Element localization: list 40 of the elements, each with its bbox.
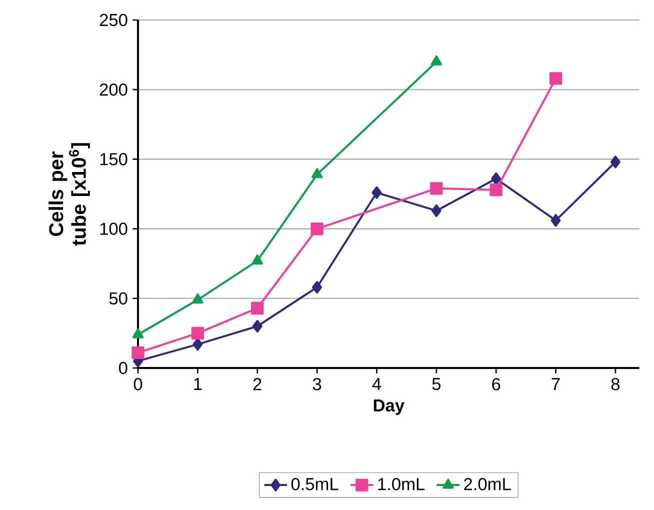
- x-tick-label: 0: [134, 378, 142, 390]
- x-tick-label: 6: [492, 378, 500, 390]
- legend-label: 2.0mL: [464, 478, 511, 490]
- point: [372, 186, 382, 199]
- point: [310, 222, 324, 236]
- point: [312, 280, 322, 294]
- x-tick-label: 2: [253, 378, 262, 390]
- point: [192, 293, 204, 304]
- point: [191, 326, 204, 340]
- point: [251, 302, 264, 314]
- point: [550, 214, 561, 227]
- point: [430, 182, 443, 195]
- y-tick-label: 0: [118, 362, 128, 374]
- point: [549, 72, 562, 85]
- point: [311, 168, 323, 178]
- point: [431, 204, 442, 218]
- y-tick-label: 250: [100, 14, 128, 26]
- y-axis-title: Cells per tube [x10$^{6}$]: [48, 143, 90, 246]
- point: [491, 172, 502, 186]
- point: [132, 346, 144, 360]
- point: [252, 320, 262, 333]
- x-tick-label: 1: [194, 378, 202, 390]
- point: [192, 338, 203, 351]
- point: [252, 254, 263, 264]
- x-tick-label: 4: [372, 378, 382, 390]
- x-tick-label: 8: [611, 378, 620, 390]
- x-tick-label: 5: [432, 378, 440, 390]
- y-tick-label: 100: [100, 222, 128, 235]
- x-axis-title: Day: [374, 399, 404, 415]
- x-tick-label: 7: [552, 378, 560, 390]
- legend-label: 0.5mL: [291, 478, 338, 490]
- point: [490, 183, 502, 196]
- y-tick-label: 200: [100, 83, 128, 96]
- legend-label: 1.0mL: [378, 478, 425, 490]
- point: [132, 328, 144, 338]
- point: [610, 156, 620, 168]
- y-tick-label: 150: [100, 153, 128, 166]
- point: [430, 55, 442, 66]
- x-tick-label: 3: [312, 378, 322, 390]
- y-tick-label: 50: [109, 292, 128, 305]
